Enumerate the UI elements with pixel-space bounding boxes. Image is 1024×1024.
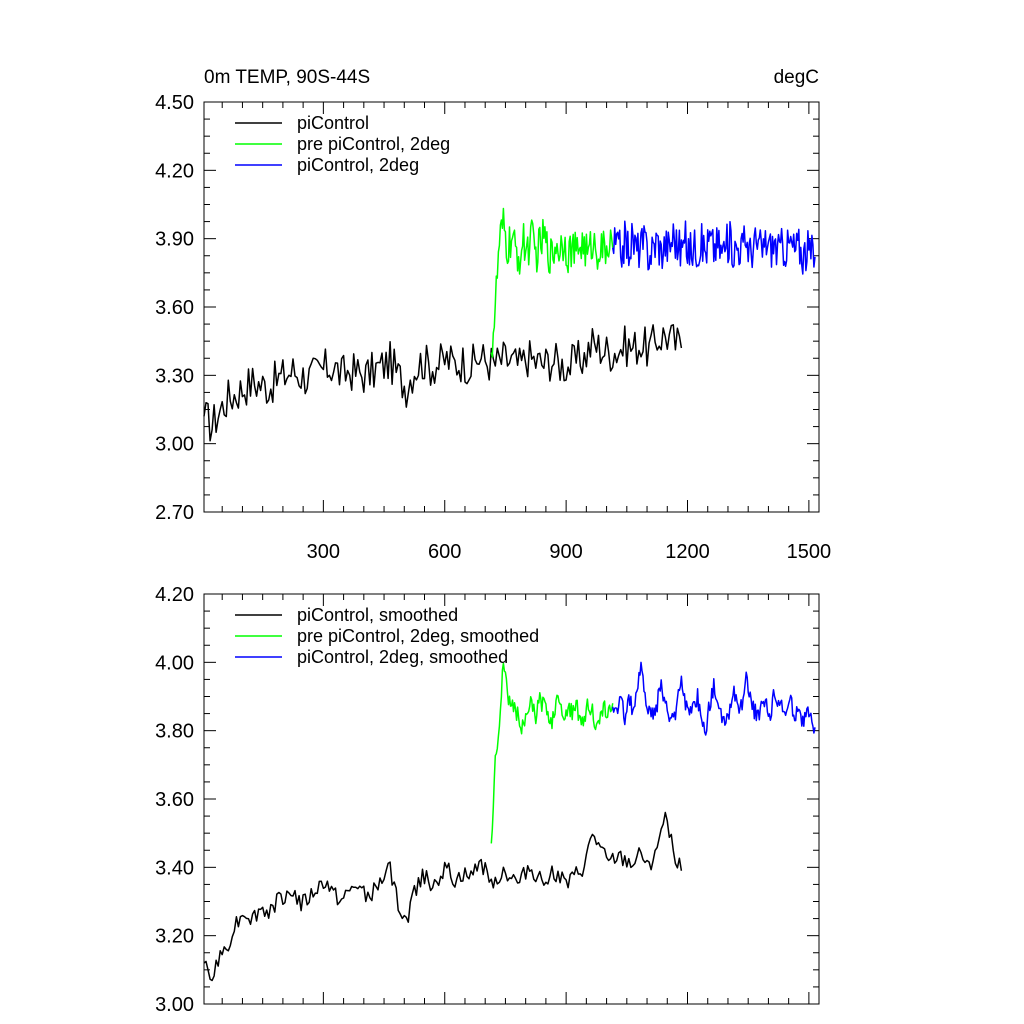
y-tick-label: 3.90 — [155, 229, 194, 251]
y-tick-label: 4.20 — [155, 584, 194, 606]
top-panel-title: 0m TEMP, 90S-44S — [204, 67, 370, 88]
top-panel-units: degC — [774, 67, 819, 88]
y-tick-label: 3.00 — [155, 434, 194, 456]
y-tick-label: 3.00 — [155, 994, 194, 1016]
legend-label: pre piControl, 2deg — [297, 134, 450, 154]
y-tick-label: 3.40 — [155, 857, 194, 879]
series-line — [203, 811, 683, 982]
series-line — [490, 662, 614, 844]
y-tick-label: 4.00 — [155, 652, 194, 674]
legend-label: piControl, smoothed — [297, 605, 458, 625]
series-line — [611, 220, 816, 275]
series-line — [611, 661, 816, 736]
y-tick-label: 3.60 — [155, 789, 194, 811]
series-line — [490, 207, 614, 358]
y-tick-label: 3.20 — [155, 926, 194, 948]
series-line — [203, 324, 683, 442]
legend-label: pre piControl, 2deg, smoothed — [297, 626, 539, 646]
y-tick-label: 2.70 — [155, 502, 194, 524]
x-tick-label: 600 — [428, 541, 461, 563]
legend-label: piControl, 2deg — [297, 155, 419, 175]
y-tick-label: 3.30 — [155, 365, 194, 387]
x-tick-label: 300 — [307, 541, 340, 563]
y-tick-label: 3.60 — [155, 297, 194, 319]
legend-label: piControl, 2deg, smoothed — [297, 647, 508, 667]
x-tick-label: 1500 — [787, 541, 832, 563]
top-panel: 0m TEMP, 90S-44S degC 2.70 3.00 3.30 3.60 3.… — [155, 67, 831, 563]
legend-label: piControl — [297, 113, 369, 133]
bottom-panel: 3.00 3.20 3.40 3.60 3.80 4.00 4.20 piControl, s… — [155, 584, 820, 1016]
y-tick-label: 4.50 — [155, 92, 194, 114]
x-tick-label: 900 — [549, 541, 582, 563]
x-tick-label: 1200 — [665, 541, 710, 563]
y-tick-label: 4.20 — [155, 160, 194, 182]
y-tick-label: 3.80 — [155, 721, 194, 743]
